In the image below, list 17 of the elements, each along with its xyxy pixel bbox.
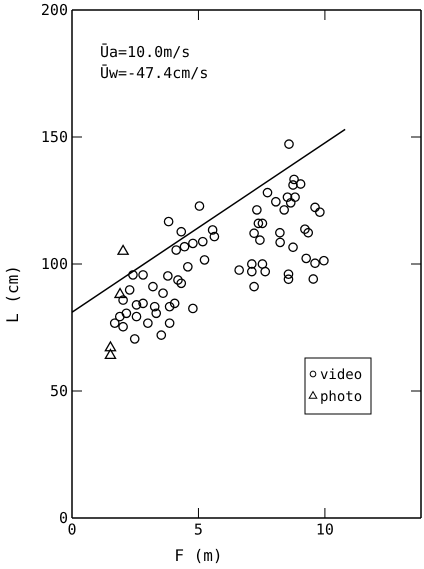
x-tick-label: 5 — [194, 520, 203, 539]
y-tick-label: 150 — [40, 128, 68, 146]
y-tick-label: 100 — [40, 254, 68, 273]
point — [104, 341, 116, 352]
y-tick-label: 0 — [58, 508, 68, 527]
point — [117, 244, 129, 255]
y-axis-title: L (cm) — [3, 265, 22, 323]
point — [104, 348, 116, 360]
y-tick-label: 50 — [50, 382, 68, 400]
annotation: Ūw=-47.4cm/s — [100, 64, 208, 82]
legend-label: video — [320, 367, 362, 383]
legend-label: photo — [320, 389, 362, 405]
y-tick-label: 200 — [40, 0, 68, 19]
x-axis-title: F (m) — [174, 546, 223, 565]
x-tick-label: 10 — [316, 520, 334, 539]
annotation: Ūa=10.0m/s — [100, 43, 190, 61]
point — [114, 288, 126, 298]
